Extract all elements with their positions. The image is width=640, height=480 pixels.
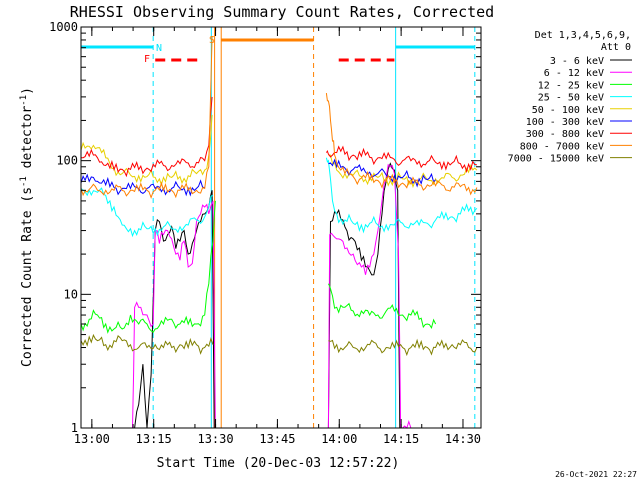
- timestamp: 26-Oct-2021 22:27: [555, 470, 637, 479]
- legend-label-5: 100 - 300 keV: [526, 117, 604, 128]
- series-line-4: [80, 114, 478, 189]
- series-line-3: [80, 157, 478, 238]
- x-tick-label-2: 13:30: [197, 432, 233, 446]
- series-line-2: [80, 200, 437, 334]
- legend-header-0: Det 1,3,4,5,6,9,: [535, 30, 631, 41]
- instrument-markers-layer: [152, 27, 476, 428]
- flag-night-label: N: [156, 43, 162, 54]
- legend-header-1: Att 0: [601, 42, 631, 53]
- legend-label-0: 3 - 6 keV: [550, 56, 604, 67]
- series-line-0: [134, 162, 401, 429]
- legend-label-1: 6 - 12 keV: [544, 68, 604, 79]
- x-tick-label-6: 14:30: [445, 432, 481, 446]
- series-line-1: [132, 163, 412, 429]
- x-tick-label-1: 13:15: [136, 432, 172, 446]
- legend-label-8: 7000 - 15000 keV: [508, 154, 604, 165]
- legend-label-6: 300 - 800 keV: [526, 129, 604, 140]
- series-line-8: [80, 333, 478, 357]
- axes-layer: 1 10 100 1000 13:00 13:15 13:30 13:45 14:00 14:15…: [49, 20, 481, 446]
- series-line-7: [80, 36, 478, 199]
- legend-label-4: 50 - 100 keV: [532, 105, 604, 116]
- legend-label-3: 25 - 50 keV: [538, 93, 604, 104]
- x-tick-label-3: 13:45: [259, 432, 295, 446]
- flag-flare-label: F: [144, 54, 150, 65]
- legend-label-7: 800 - 7000 keV: [520, 141, 604, 152]
- x-tick-label-5: 14:15: [383, 432, 419, 446]
- y-tick-label-2: 100: [56, 154, 78, 168]
- x-tick-label-4: 14:00: [321, 432, 357, 446]
- flag-bars-layer: NFS: [81, 35, 475, 65]
- y-tick-label-0: 1: [71, 421, 78, 435]
- series-line-6: [80, 96, 477, 178]
- y-axis-label: Corrected Count Rate (s-1 detector-1): [19, 87, 35, 367]
- series-lines-layer: [80, 36, 478, 429]
- legend-label-2: 12 - 25 keV: [538, 80, 604, 91]
- y-tick-label-3: 1000: [49, 20, 78, 34]
- x-axis-label: Start Time (20-Dec-03 12:57:22): [157, 456, 400, 471]
- x-tick-label-0: 13:00: [74, 432, 110, 446]
- chart-title: RHESSI Observing Summary Count Rates, Co…: [70, 3, 494, 21]
- plot-frame: [80, 26, 482, 429]
- y-tick-label-1: 10: [64, 287, 78, 301]
